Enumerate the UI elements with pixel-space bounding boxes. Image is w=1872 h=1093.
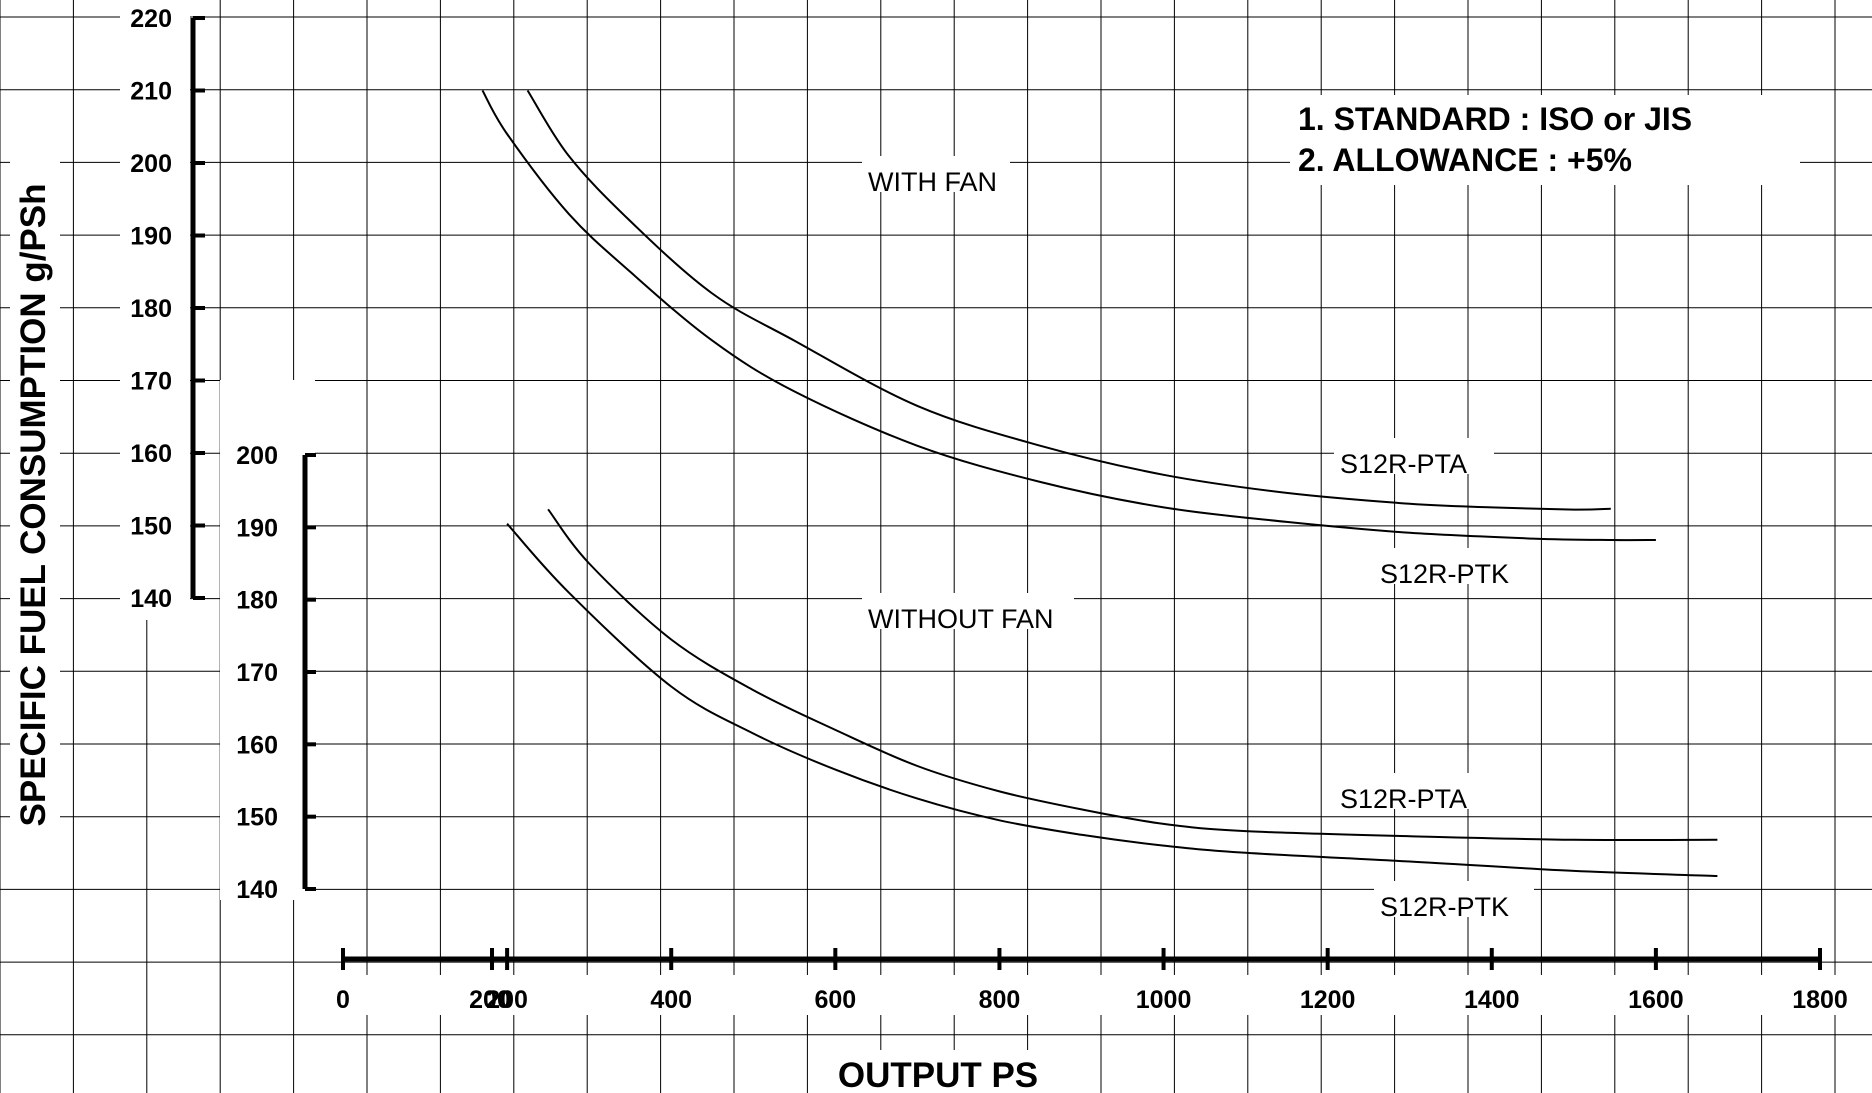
x-tick-label: 1000 (1136, 986, 1192, 1014)
lower-y-tick-label: 180 (236, 587, 278, 615)
label-bg (1334, 773, 1494, 809)
x-tick-label: 400 (650, 986, 692, 1014)
with-fan-pta-label: S12R-PTA (1340, 449, 1467, 479)
x-tick-label: 1800 (1792, 986, 1848, 1014)
lower-y-tick-label: 150 (236, 804, 278, 832)
lower-y-tick-label: 160 (236, 731, 278, 759)
x-tick-label: 800 (979, 986, 1021, 1014)
upper-y-tick-label: 200 (130, 150, 172, 178)
note-bg (1290, 95, 1800, 185)
lower-y-tick-label: 140 (236, 876, 278, 904)
upper-y-tick-label: 210 (130, 78, 172, 106)
x-tick-label: 1400 (1464, 986, 1520, 1014)
without-fan-label: WITHOUT FAN (868, 604, 1054, 634)
x-axis-title: OUTPUT PS (838, 1056, 1038, 1093)
without-fan-pta-label: S12R-PTA (1340, 784, 1467, 814)
note-standard: 1. STANDARD : ISO or JIS (1298, 101, 1692, 137)
curves (481, 89, 1718, 877)
without-fan-ptk-label: S12R-PTK (1380, 892, 1509, 922)
note-allowance: 2. ALLOWANCE : +5% (1298, 142, 1632, 178)
label-bg (862, 593, 1074, 629)
upper-y-tick-label: 150 (130, 513, 172, 541)
labels: 0 200 400 600 800 1000 1200 1400 1600 1800 200 140 1… (14, 5, 1848, 1093)
upper-y-tick-label: 160 (130, 440, 172, 468)
label-bg (1334, 438, 1494, 474)
x-tick-label: 1600 (1628, 986, 1684, 1014)
y-axis-title: SPECIFIC FUEL CONSUMPTION g/PSh (14, 183, 53, 826)
x-tick-label: 600 (814, 986, 856, 1014)
y-title-bg (10, 130, 60, 870)
x-tick-label: 1200 (1300, 986, 1356, 1014)
lower-y-tick-label: 190 (236, 514, 278, 542)
x-overlap-tick-label: 200 (469, 986, 511, 1014)
with-fan-label: WITH FAN (868, 167, 997, 197)
upper-y-tick-label: 180 (130, 295, 172, 323)
label-bg (862, 156, 1010, 192)
lower-y-tick-label: 200 (236, 442, 278, 470)
upper-y-tick-label: 190 (130, 223, 172, 251)
upper-y-tick-label: 170 (130, 368, 172, 396)
x-tick-label-bg (320, 975, 1872, 1015)
upper-y-tick-label: 140 (130, 585, 172, 613)
upper-y-tick-label: 220 (130, 5, 172, 33)
curve-without-fan-s12r-pta (547, 508, 1718, 842)
upper-axis-label-bg (120, 0, 190, 620)
lower-axis-label-bg (220, 380, 315, 900)
curve-with-fan-s12r-pta (526, 89, 1611, 511)
label-bg (1374, 881, 1534, 917)
x-tick-label: 200 (486, 986, 528, 1014)
curve-with-fan-s12r-ptk (481, 90, 1656, 542)
label-bg (1374, 548, 1534, 584)
x-tick-label: 0 (336, 986, 350, 1014)
axes (190, 16, 1822, 970)
with-fan-ptk-label: S12R-PTK (1380, 559, 1509, 589)
x-title-bg (820, 1050, 1060, 1093)
curve-without-fan-s12r-ptk (506, 523, 1718, 877)
lower-y-tick-label: 170 (236, 659, 278, 687)
